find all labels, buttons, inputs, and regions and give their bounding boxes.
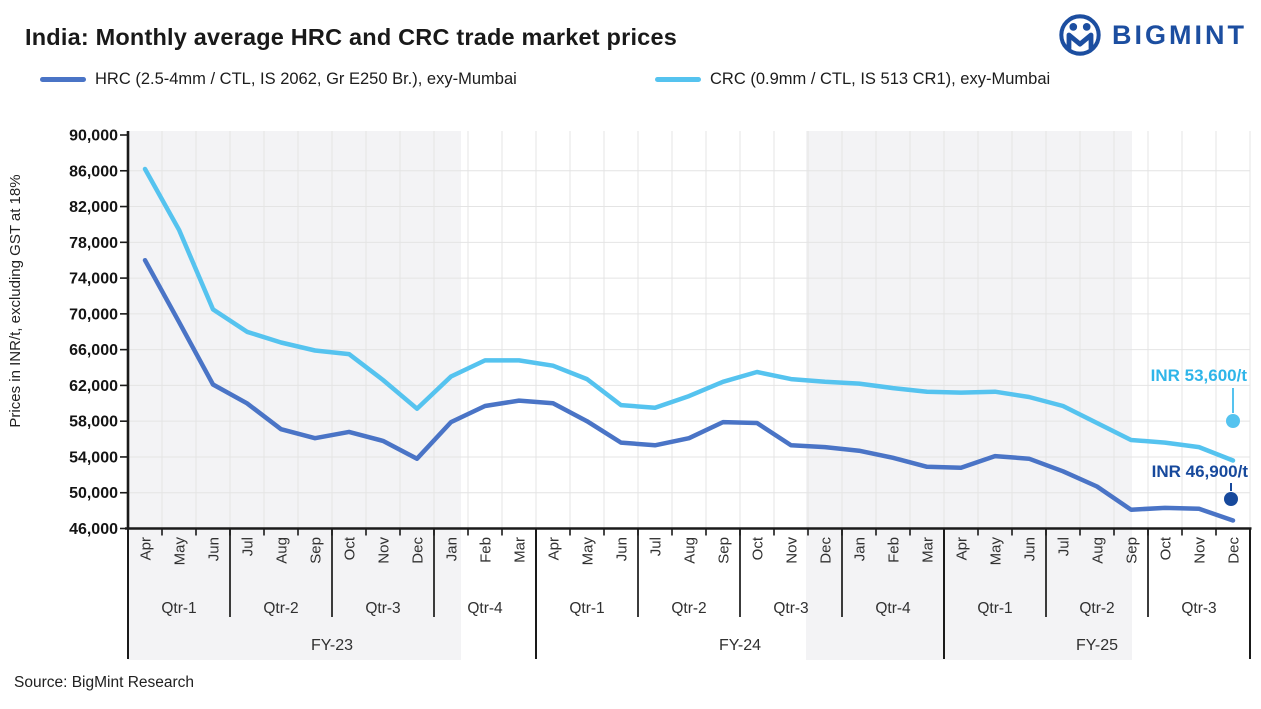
month-label: Mar: [512, 537, 529, 563]
crc-line: [142, 166, 1236, 463]
svg-text:66,000: 66,000: [69, 342, 118, 359]
svg-text:86,000: 86,000: [69, 163, 118, 180]
bigmint-logo-text: BIGMINT: [1112, 19, 1247, 50]
y-axis-title: Prices in INR/t, excluding GST at 18%: [7, 174, 24, 427]
quarter-label: Qtr-2: [671, 600, 706, 617]
legend-item-crc: CRC (0.9mm / CTL, IS 513 CR1), exy-Mumba…: [655, 70, 1050, 89]
month-label: Jun: [1022, 537, 1039, 561]
fiscal-year-label: FY-25: [1076, 637, 1118, 654]
crc-legend-swatch: [655, 77, 701, 82]
fiscal-year-label: FY-23: [311, 637, 353, 654]
month-label: Jul: [240, 537, 257, 556]
month-label: Feb: [886, 537, 903, 563]
month-label: Jun: [614, 537, 631, 561]
source-note: Source: BigMint Research: [14, 674, 195, 691]
month-label: Mar: [920, 537, 937, 563]
quarter-label: Qtr-3: [365, 600, 400, 617]
month-label: Sep: [308, 537, 325, 564]
month-label: Jul: [648, 537, 665, 556]
svg-text:74,000: 74,000: [69, 271, 118, 288]
month-label: Jan: [444, 537, 461, 561]
month-label: Oct: [342, 536, 359, 560]
month-label: May: [988, 537, 1005, 566]
month-label: Aug: [1090, 537, 1107, 564]
month-label: Jul: [1056, 537, 1073, 556]
svg-text:62,000: 62,000: [69, 378, 118, 395]
quarter-label: Qtr-4: [875, 600, 911, 617]
fiscal-year-label: FY-24: [719, 637, 761, 654]
hrc-legend-label: HRC (2.5-4mm / CTL, IS 2062, Gr E250 Br.…: [95, 70, 517, 88]
month-label: Oct: [750, 536, 767, 560]
month-label: Sep: [716, 537, 733, 564]
quarter-label: Qtr-2: [263, 600, 298, 617]
month-label: Nov: [376, 537, 393, 564]
svg-text:54,000: 54,000: [69, 449, 118, 466]
month-label: May: [580, 537, 597, 566]
bigmint-logo: BIGMINT: [1057, 12, 1247, 58]
month-label: Nov: [784, 537, 801, 564]
month-label: May: [172, 537, 189, 566]
svg-text:50,000: 50,000: [69, 485, 118, 502]
svg-text:82,000: 82,000: [69, 199, 118, 216]
month-labels: Apr May Jun Jul Aug Sep Oct Nov Dec Jan Feb Mar Apr M…: [138, 536, 1243, 565]
quarter-label: Qtr-1: [569, 600, 604, 617]
hrc-end-dot: [1224, 492, 1238, 506]
quarter-labels: Qtr-1 Qtr-2 Qtr-3 Qtr-4 Qtr-1 Qtr-2 Qtr-3 Qtr-4…: [161, 600, 1216, 617]
month-label: Sep: [1124, 537, 1141, 564]
month-label: Jan: [852, 537, 869, 561]
quarter-label: Qtr-1: [977, 600, 1012, 617]
hrc-line: [142, 257, 1236, 523]
hrc-legend-swatch: [40, 77, 86, 82]
quarter-label: Qtr-1: [161, 600, 196, 617]
quarter-label: Qtr-2: [1079, 600, 1114, 617]
month-label: Dec: [818, 537, 835, 564]
background-bands: [128, 131, 1132, 660]
legend-item-hrc: HRC (2.5-4mm / CTL, IS 2062, Gr E250 Br.…: [40, 70, 517, 89]
page-title: India: Monthly average HRC and CRC trade…: [25, 24, 677, 50]
month-label: Apr: [138, 537, 155, 560]
month-label: Oct: [1158, 536, 1175, 560]
bigmint-logo-icon: [1059, 14, 1101, 56]
quarter-label: Qtr-3: [773, 600, 808, 617]
svg-text:70,000: 70,000: [69, 306, 118, 323]
month-label: Apr: [546, 537, 563, 560]
month-label: Nov: [1192, 537, 1209, 564]
svg-text:58,000: 58,000: [69, 414, 118, 431]
crc-price-annotation: INR 53,600/t: [1151, 366, 1248, 385]
svg-text:90,000: 90,000: [69, 128, 118, 145]
month-label: Jun: [206, 537, 223, 561]
month-label: Apr: [954, 537, 971, 560]
period-separators: [127, 528, 1251, 659]
hrc-price-annotation: INR 46,900/t: [1152, 462, 1249, 481]
crc-legend-label: CRC (0.9mm / CTL, IS 513 CR1), exy-Mumba…: [710, 70, 1051, 88]
svg-text:46,000: 46,000: [69, 521, 118, 538]
crc-end-dot: [1226, 414, 1240, 428]
svg-text:78,000: 78,000: [69, 235, 118, 252]
month-label: Dec: [1226, 537, 1243, 564]
month-label: Dec: [410, 537, 427, 564]
month-label: Feb: [478, 537, 495, 563]
quarter-label: Qtr-3: [1181, 600, 1216, 617]
y-tick-labels: 90,000 86,000 82,000 78,000 74,000 70,000 66,0…: [69, 128, 118, 539]
quarter-label: Qtr-4: [467, 600, 503, 617]
month-label: Aug: [682, 537, 699, 564]
month-label: Aug: [274, 537, 291, 564]
fiscal-year-labels: FY-23 FY-24 FY-25: [311, 637, 1118, 654]
